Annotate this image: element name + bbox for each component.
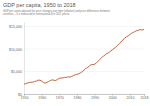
x-tick: 1960 [38,94,46,100]
line [24,29,144,84]
subtitle: countries – it is measured in internatio… [3,12,70,16]
chart-container: GDP per capita, 1950 to 2018GDP per capi… [0,0,150,106]
x-tick: 1970 [56,94,64,100]
x-tick-label: 2018 [141,96,149,100]
plot: $0$5,000$10,000$15,000195019601970198019… [9,23,149,101]
x-tick-label: 1960 [38,96,46,100]
y-axis: $0$5,000$10,000$15,000 [9,23,25,97]
x-tick-label: 2000 [109,96,117,100]
x-tick: 1950 [21,94,29,100]
grid-line [24,26,144,27]
y-tick-label: $10,000 [9,48,22,52]
x-tick: 1980 [73,94,81,100]
y-tick-label: $15,000 [9,25,22,29]
x-tick: 2000 [109,94,117,100]
x-tick: 2018 [141,94,149,100]
x-tick-label: 1970 [56,96,64,100]
grid-line [24,71,144,72]
grid-line [24,94,144,95]
marks [24,29,144,84]
y-tick: $5,000 [11,70,24,74]
grid [24,27,144,95]
x-tick-label: 1990 [91,96,99,100]
x-tick: 1990 [91,94,99,100]
y-tick: $10,000 [9,48,24,52]
y-tick: $15,000 [9,25,24,29]
grid-line [24,49,144,50]
y-tick-label: $5,000 [11,70,22,74]
x-tick: 2010 [126,94,134,100]
x-tick-label: 1950 [21,96,29,100]
x-tick-label: 1980 [73,96,81,100]
chart: GDP per capita, 1950 to 2018GDP per capi… [0,0,150,106]
x-axis: 1950 1960 1970 1980 1990 2000 2010 2018 [21,94,149,100]
x-tick-label: 2010 [126,96,134,100]
title: GDP per capita, 1950 to 2018 [3,2,76,8]
